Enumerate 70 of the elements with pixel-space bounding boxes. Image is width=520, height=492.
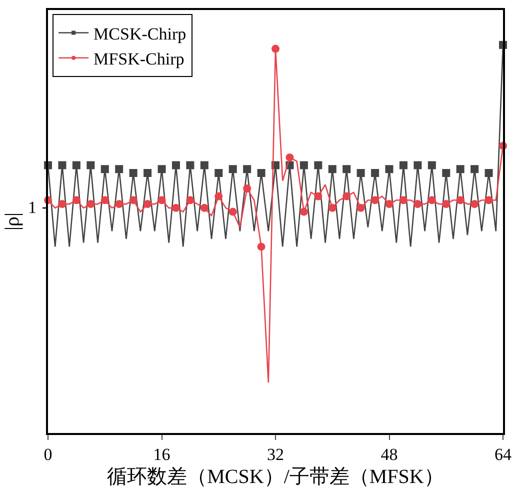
point [428, 196, 436, 204]
point [314, 161, 322, 170]
point [243, 165, 252, 174]
point [342, 192, 351, 200]
point [72, 161, 80, 170]
point [456, 196, 464, 204]
point [214, 192, 223, 200]
point [129, 196, 138, 204]
point [456, 165, 464, 174]
point [328, 204, 336, 212]
point [158, 196, 166, 204]
point [470, 200, 479, 208]
point [399, 196, 408, 204]
y-axis-title: |ρ| [1, 212, 24, 230]
point [58, 200, 66, 208]
point [100, 196, 109, 204]
point [172, 204, 180, 212]
point [228, 208, 237, 216]
point [86, 161, 95, 170]
point [286, 153, 294, 162]
point [200, 161, 208, 170]
text: 1 [28, 198, 36, 217]
point [342, 165, 351, 174]
point [442, 168, 450, 177]
point [144, 168, 152, 177]
point [399, 161, 408, 170]
point [385, 165, 394, 174]
point [129, 168, 138, 177]
point [484, 168, 493, 177]
point [186, 161, 194, 170]
point [214, 168, 223, 177]
point [356, 204, 365, 212]
point [144, 200, 152, 208]
point [385, 200, 394, 208]
point [257, 168, 266, 177]
point [158, 165, 166, 174]
point [172, 161, 180, 170]
point [115, 165, 124, 174]
x-tick-label: 32 [267, 445, 284, 464]
point [442, 200, 450, 208]
legend-label: MFSK-Chirp [94, 50, 184, 69]
point [428, 161, 436, 170]
point [371, 196, 380, 204]
point [414, 200, 422, 208]
point [186, 196, 194, 204]
point [200, 204, 208, 212]
point [257, 242, 266, 251]
x-axis-title: 循环数差（MCSK）/子带差（MFSK） [107, 466, 444, 488]
point [314, 192, 322, 200]
point [484, 196, 493, 204]
point [300, 208, 308, 216]
point [272, 44, 280, 53]
legend-label: MCSK-Chirp [94, 24, 186, 44]
point [86, 200, 95, 208]
x-tick-label: 64 [494, 445, 512, 464]
point [356, 168, 365, 177]
point [243, 184, 252, 193]
point [58, 161, 66, 170]
point [72, 196, 80, 204]
point [470, 165, 479, 174]
x-tick-label: 16 [153, 445, 170, 464]
point [414, 161, 422, 170]
x-tick-label: 0 [44, 445, 52, 464]
point [371, 168, 380, 177]
point [115, 200, 124, 208]
point [228, 165, 237, 174]
point [100, 165, 109, 174]
x-tick-label: 48 [380, 445, 398, 464]
point [328, 165, 336, 174]
point [300, 161, 308, 170]
